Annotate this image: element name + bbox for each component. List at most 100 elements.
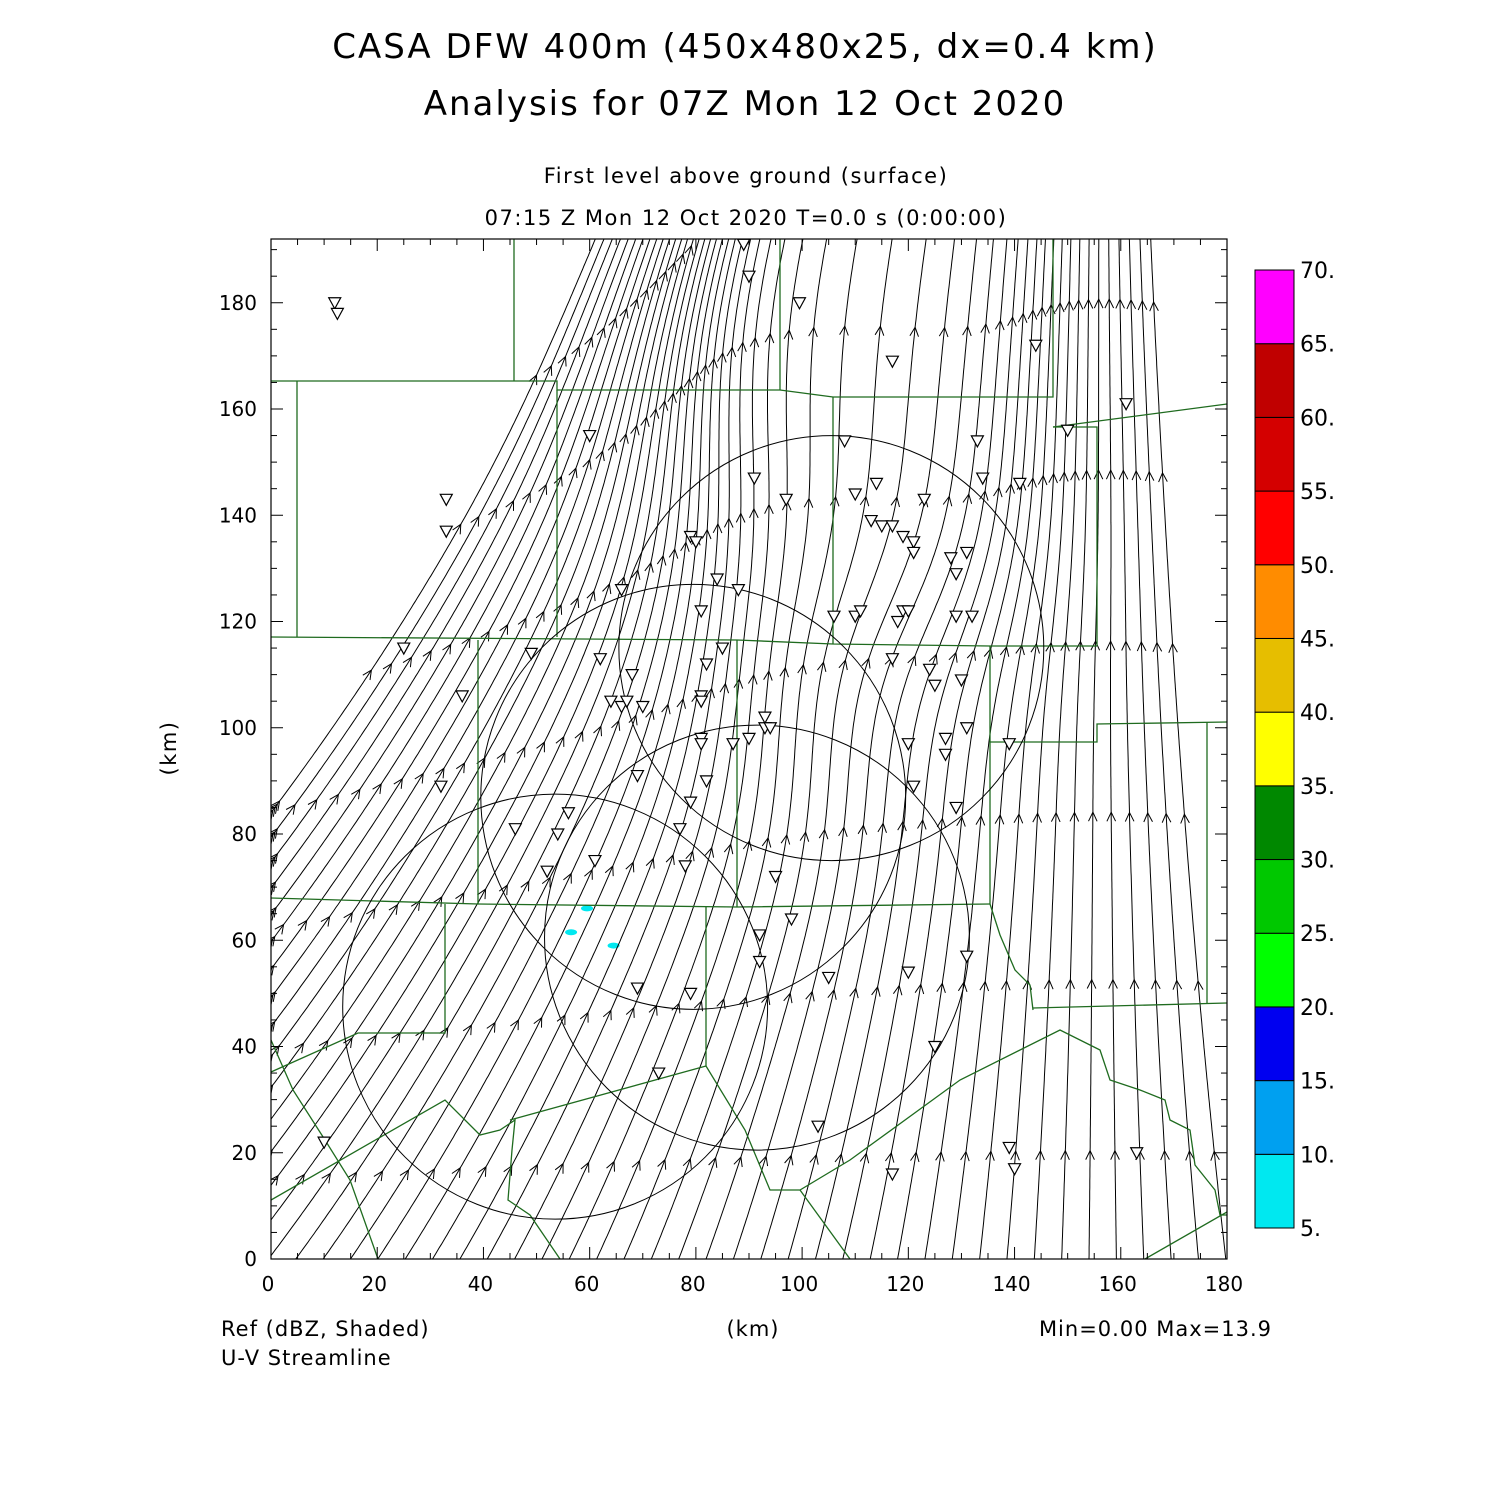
county-line	[989, 646, 1034, 1011]
streamline-layer	[271, 239, 1227, 1259]
station-marker	[970, 435, 985, 449]
streamline-arrow	[320, 915, 331, 927]
y-axis-label: (km)	[157, 720, 181, 775]
station-marker	[763, 722, 778, 736]
level-label: First level above ground (surface)	[544, 164, 949, 188]
streamline-arrow	[1088, 811, 1098, 822]
station-marker	[826, 610, 841, 624]
streamline-arrow	[874, 325, 885, 336]
streamline-arrow	[367, 1034, 377, 1046]
streamline-arrow	[797, 663, 807, 675]
streamline-arrow	[994, 319, 1005, 331]
streamline	[271, 239, 694, 1221]
station-marker	[330, 307, 345, 321]
reflectivity-echo	[565, 929, 578, 936]
streamline-arrow	[956, 816, 966, 827]
streamline-arrow	[535, 610, 545, 622]
streamline-arrow	[685, 850, 695, 862]
station-marker	[975, 472, 990, 486]
streamline-arrow	[271, 1020, 276, 1032]
streamline-arrow	[1050, 811, 1061, 823]
streamline-arrow	[625, 1006, 635, 1018]
streamline-arrow	[723, 843, 734, 855]
streamline-arrow	[415, 1029, 425, 1041]
streamline-arrow	[1137, 299, 1148, 311]
streamline-arrow	[966, 649, 976, 661]
streamline-arrow	[571, 345, 581, 358]
streamline-arrow	[1064, 300, 1074, 311]
x-tick-label: 60	[574, 1272, 599, 1296]
station-marker	[1012, 477, 1027, 491]
streamline-arrow	[708, 1156, 718, 1168]
streamline-arrow	[553, 603, 563, 615]
streamline-arrow	[608, 317, 618, 329]
station-marker	[869, 477, 884, 491]
streamline-arrow	[617, 575, 627, 587]
streamline-arrow	[684, 244, 694, 256]
streamline-arrow	[285, 803, 296, 815]
colorbar-swatch	[1254, 269, 1295, 345]
streamline-arrow	[555, 735, 565, 747]
colorbar-label: 40.	[1300, 701, 1335, 726]
streamline-arrow	[366, 907, 376, 919]
colorbar-swatch	[1254, 564, 1295, 639]
axis-ticks	[270, 239, 1228, 1260]
streamline-arrow	[1143, 811, 1153, 823]
station-marker	[901, 605, 916, 619]
station-marker	[949, 568, 964, 581]
streamline	[1150, 239, 1227, 1259]
station-marker	[906, 536, 921, 550]
x-axis-tick-labels: 0 20 40 60 80 100 120 140 160 180	[262, 1272, 1243, 1296]
streamline-arrow	[294, 1042, 305, 1054]
streamline-arrow	[719, 682, 730, 694]
streamline-arrow	[1054, 301, 1065, 313]
station-marker	[938, 748, 953, 762]
station-marker	[508, 823, 523, 836]
streamline-arrow	[1110, 1149, 1120, 1160]
chart-title-line2: Analysis for 07Z Mon 12 Oct 2020	[424, 84, 1067, 124]
y-tick-label: 80	[232, 822, 257, 846]
streamline-arrow	[1136, 640, 1147, 652]
streamline-arrow	[817, 661, 827, 673]
station-marker	[439, 525, 454, 539]
x-tick-label: 100	[780, 1272, 818, 1296]
streamline-arrow	[1105, 640, 1116, 651]
y-tick-label: 40	[232, 1035, 257, 1059]
streamline-arrow	[935, 1150, 945, 1162]
station-marker	[792, 297, 807, 311]
streamline-arrow	[1065, 978, 1075, 990]
station-marker	[943, 552, 958, 566]
station-marker	[678, 860, 693, 874]
streamline-arrow	[321, 1172, 332, 1184]
streamline	[596, 239, 804, 1259]
streamline-arrow	[1126, 298, 1137, 310]
station-marker	[593, 653, 608, 666]
streamline-arrow	[859, 495, 870, 507]
streamline-arrow	[580, 1161, 590, 1173]
plot-background	[271, 239, 1227, 1259]
streamline-arrow	[556, 1014, 566, 1026]
streamline-arrow	[1086, 978, 1097, 989]
streamline-arrow	[737, 341, 747, 352]
station-marker	[885, 653, 900, 666]
station-marker	[694, 605, 709, 619]
y-tick-label: 100	[219, 716, 257, 740]
streamline	[979, 239, 1063, 1259]
streamline-arrow	[1032, 812, 1042, 823]
station-marker	[710, 573, 725, 587]
colorbar-swatch	[1254, 859, 1295, 934]
streamline-arrow	[834, 1152, 844, 1165]
streamline-arrow	[529, 1163, 538, 1175]
station-marker	[1119, 398, 1134, 411]
streamline-arrow	[271, 994, 274, 1005]
streamline	[760, 239, 977, 1259]
radar-range-rings	[342, 435, 1045, 1220]
streamline	[623, 239, 828, 1259]
minmax-label: Min=0.00 Max=13.9	[1039, 1317, 1272, 1341]
streamline-arrow	[343, 1037, 353, 1049]
streamline-arrow	[657, 1158, 667, 1170]
streamline-arrow	[563, 872, 572, 884]
streamline	[1128, 239, 1172, 1259]
station-marker	[848, 488, 863, 502]
streamline	[377, 239, 723, 1259]
